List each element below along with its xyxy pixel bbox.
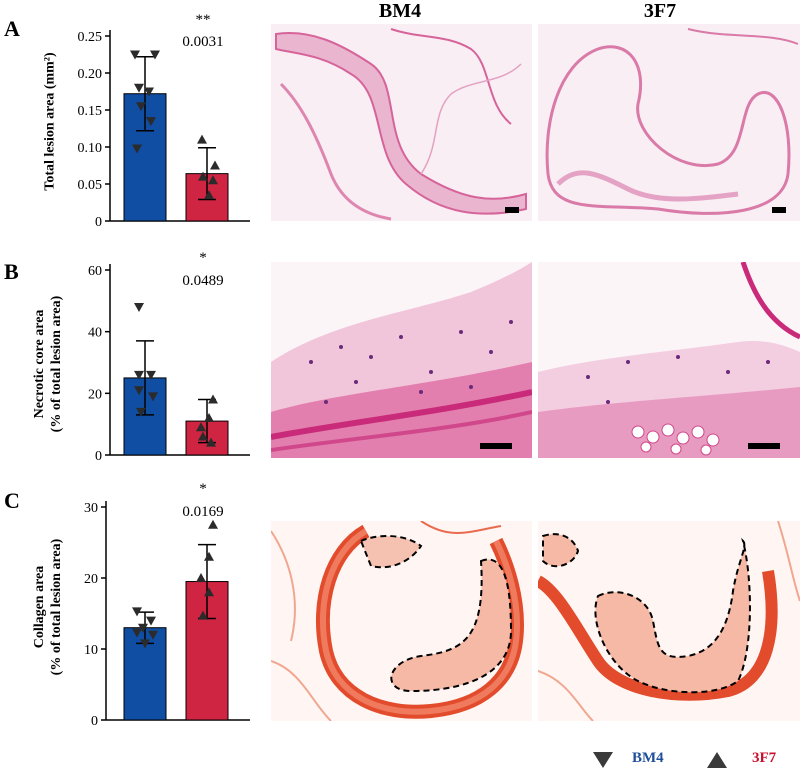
data-point-bm4 — [134, 83, 144, 93]
data-point-bm4 — [134, 303, 144, 312]
micrograph-a-bm4 — [271, 24, 532, 221]
panel-letter-c: C — [4, 488, 20, 513]
micrograph-c-bm4 — [271, 521, 532, 721]
p-value-a: 0.0031 — [182, 34, 224, 50]
y-tick-label: 10 — [84, 643, 98, 658]
y-tick-label: 20 — [88, 387, 102, 402]
data-point-3f7 — [196, 573, 206, 582]
data-point-3f7 — [204, 587, 214, 597]
legend-label-bm4: BM4 — [632, 750, 664, 766]
data-point-bm4 — [148, 392, 158, 402]
data-point-bm4 — [140, 639, 150, 649]
data-point-3f7 — [208, 519, 218, 529]
data-point-bm4 — [130, 50, 140, 60]
data-point-3f7 — [198, 431, 208, 441]
data-point-bm4 — [132, 628, 142, 638]
data-point-3f7 — [204, 413, 214, 422]
data-point-bm4 — [144, 87, 154, 97]
data-point-bm4 — [146, 616, 156, 626]
panel-letter-b: B — [4, 259, 19, 284]
micrograph-c-3f7 — [538, 521, 800, 721]
data-point-bm4 — [150, 50, 160, 60]
p-value-b: 0.0489 — [182, 273, 224, 289]
micrograph-b-3f7 — [538, 262, 800, 458]
significance-a: ** — [195, 12, 211, 28]
y-tick-label: 30 — [84, 501, 98, 516]
data-point-3f7 — [204, 551, 214, 561]
y-tick-label: 0 — [91, 714, 98, 729]
data-point-bm4 — [146, 370, 156, 380]
data-point-3f7 — [206, 437, 216, 447]
y-tick-label: 0.05 — [78, 178, 103, 193]
data-point-bm4 — [148, 630, 158, 640]
column-header-bm4: BM4 — [378, 0, 422, 22]
data-point-3f7 — [197, 134, 207, 144]
data-point-bm4 — [132, 607, 142, 617]
y-tick-label: 0.20 — [78, 67, 103, 82]
data-point-bm4 — [134, 370, 144, 380]
p-value-c: 0.0169 — [182, 504, 224, 520]
significance-c: * — [199, 481, 207, 497]
data-point-3f7 — [198, 610, 208, 620]
y-tick-label: 60 — [88, 264, 102, 279]
data-point-3f7 — [204, 190, 214, 200]
legend-marker-3f7-icon — [707, 752, 727, 768]
y-tick-label: 20 — [84, 572, 98, 587]
panel-letter-a: A — [4, 16, 20, 41]
data-point-3f7 — [198, 171, 208, 181]
micrograph-b-bm4 — [271, 262, 532, 458]
data-point-bm4 — [134, 386, 144, 396]
bar-chart-collagen-area: 0 10 20 30 — [84, 501, 250, 729]
data-point-bm4 — [132, 144, 142, 154]
y-tick-label: 0 — [95, 215, 102, 230]
data-point-bm4 — [138, 623, 148, 633]
legend-marker-bm4-icon — [593, 752, 613, 768]
y-tick-label: 40 — [88, 326, 102, 341]
data-point-bm4 — [136, 407, 146, 417]
data-point-3f7 — [208, 175, 218, 185]
significance-b: * — [199, 250, 207, 266]
y-tick-label: 0.25 — [78, 30, 103, 45]
micrograph-a-3f7 — [538, 24, 800, 221]
y-tick-label: 0.15 — [78, 104, 103, 119]
data-point-3f7 — [210, 160, 220, 170]
data-point-3f7 — [208, 394, 218, 404]
data-point-3f7 — [196, 422, 206, 432]
column-header-3f7: 3F7 — [643, 0, 677, 22]
bar-chart-total-lesion-area: 0 0.05 0.10 0.15 0.20 0.25 — [78, 30, 250, 230]
y-tick-label: 0.10 — [78, 141, 103, 156]
legend-label-3f7: 3F7 — [752, 750, 777, 766]
data-point-bm4 — [146, 117, 156, 127]
y-tick-label: 0 — [95, 449, 102, 464]
data-point-bm4 — [136, 102, 146, 112]
bar-chart-necrotic-core-area: 0 20 40 60 — [88, 264, 250, 464]
